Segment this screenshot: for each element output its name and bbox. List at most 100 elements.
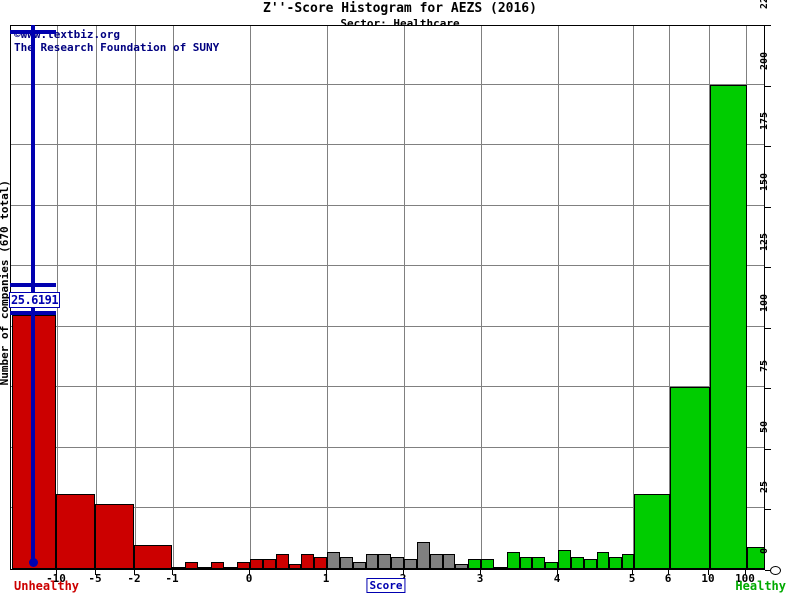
- histogram-bar: [353, 561, 366, 569]
- marker-dot: [29, 558, 38, 567]
- x-tick-label: 0: [245, 572, 253, 585]
- unhealthy-label: Unhealthy: [14, 579, 80, 593]
- x-tick-label: 1: [322, 572, 330, 585]
- histogram-bar: [532, 556, 545, 569]
- y-tick-label: 0: [759, 547, 770, 554]
- grid-line-horizontal: [11, 386, 764, 388]
- y-tick-mark: [765, 206, 771, 208]
- y-tick-mark: [765, 327, 771, 329]
- x-tick-label: 6: [664, 572, 672, 585]
- histogram-bar: [404, 559, 417, 569]
- x-tick-mark: [134, 570, 135, 575]
- x-tick-label: 4: [553, 572, 561, 585]
- axis-endcap-icon: [770, 566, 781, 575]
- y-tick-mark: [765, 570, 771, 571]
- histogram-bar: [172, 566, 185, 569]
- grid-line-vertical: [250, 26, 251, 569]
- histogram-bar: [327, 552, 340, 569]
- x-tick-label: 100: [735, 572, 755, 585]
- histogram-bar: [507, 552, 520, 569]
- y-tick-label: 200: [759, 51, 770, 70]
- histogram-bar: [584, 559, 597, 569]
- histogram-bar: [289, 564, 301, 569]
- y-tick-mark: [765, 388, 771, 390]
- grid-line-vertical: [558, 26, 559, 569]
- marker-crossbar: [10, 311, 56, 315]
- histogram-bar: [340, 556, 353, 569]
- histogram-bar: [95, 503, 134, 569]
- histogram-bar: [314, 556, 327, 569]
- y-tick-label: 25: [759, 481, 770, 494]
- grid-line-vertical: [633, 26, 634, 569]
- histogram-bar: [211, 561, 224, 569]
- histogram-bar: [597, 552, 609, 569]
- histogram-bar: [443, 554, 455, 569]
- x-tick-mark: [56, 570, 57, 575]
- grid-line-vertical: [669, 26, 670, 569]
- grid-line-horizontal: [11, 507, 764, 509]
- chart-title: Z''-Score Histogram for AEZS (2016): [263, 1, 537, 16]
- grid-line-vertical: [404, 26, 405, 569]
- grid-line-vertical: [173, 26, 174, 569]
- x-tick-label: -1: [165, 572, 179, 585]
- histogram-bar: [250, 559, 263, 569]
- x-tick-mark: [249, 570, 250, 575]
- grid-line-vertical: [709, 26, 710, 569]
- x-tick-label: 10: [701, 572, 715, 585]
- grid-line-horizontal: [11, 265, 764, 267]
- histogram-bar: [391, 556, 404, 569]
- histogram-bar: [545, 561, 558, 569]
- y-tick-label: 150: [759, 172, 770, 191]
- grid-line-horizontal: [11, 204, 764, 206]
- plot-area: [10, 25, 765, 570]
- histogram-bar: [747, 547, 765, 569]
- x-tick-label: 3: [476, 572, 484, 585]
- histogram-bar: [710, 84, 747, 569]
- healthy-label: Healthy: [735, 579, 786, 593]
- copyright-line-2: The Research Foundation of SUNY: [14, 41, 220, 54]
- histogram-bar: [237, 561, 250, 569]
- marker-crossbar: [10, 30, 56, 34]
- histogram-bar: [56, 493, 95, 569]
- x-tick-mark: [668, 570, 669, 575]
- histogram-bar: [276, 554, 289, 569]
- histogram-bar: [520, 556, 532, 569]
- histogram-bar: [481, 559, 494, 569]
- x-tick-label: 5: [628, 572, 636, 585]
- x-tick-label: -5: [88, 572, 102, 585]
- grid-line-vertical: [96, 26, 97, 569]
- y-tick-label: 50: [759, 420, 770, 433]
- histogram-bar: [670, 387, 710, 569]
- histogram-bar: [494, 566, 507, 569]
- histogram-bar: [224, 566, 237, 569]
- grid-line-horizontal: [11, 83, 764, 85]
- x-tick-mark: [708, 570, 709, 575]
- x-tick-label: -2: [127, 572, 141, 585]
- histogram-bar: [134, 544, 172, 569]
- grid-line-horizontal: [11, 325, 764, 327]
- histogram-bar: [301, 554, 314, 569]
- histogram-bar: [609, 556, 622, 569]
- grid-line-vertical: [135, 26, 136, 569]
- y-tick-mark: [765, 509, 771, 511]
- y-tick-label: 100: [759, 293, 770, 312]
- histogram-bar: [417, 542, 430, 569]
- grid-line-horizontal: [11, 144, 764, 146]
- marker-value-label: 25.6191: [9, 292, 61, 308]
- x-tick-mark: [403, 570, 404, 575]
- histogram-bar: [378, 554, 391, 569]
- x-tick-mark: [632, 570, 633, 575]
- histogram-bar: [455, 564, 468, 569]
- histogram-bar: [558, 549, 571, 569]
- histogram-bar: [198, 566, 211, 569]
- y-tick-mark: [765, 85, 771, 87]
- x-tick-mark: [557, 570, 558, 575]
- histogram-bar: [185, 561, 198, 569]
- marker-crossbar: [10, 283, 56, 287]
- histogram-bar: [571, 556, 584, 569]
- x-tick-mark: [172, 570, 173, 575]
- x-tick-mark: [745, 570, 746, 575]
- x-axis-score-label: Score: [366, 578, 406, 593]
- x-tick-mark: [480, 570, 481, 575]
